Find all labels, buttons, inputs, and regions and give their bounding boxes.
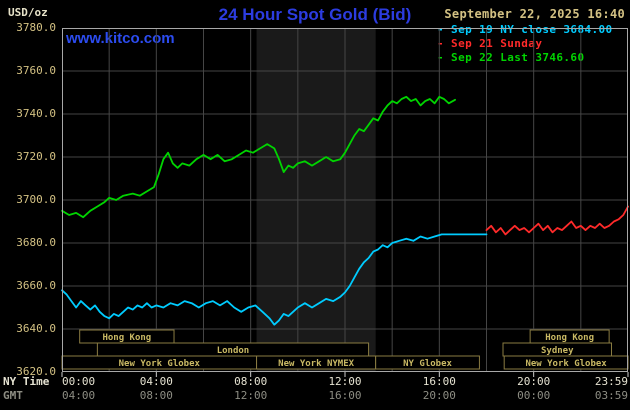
x-axis-ny-label: 04:00 (139, 375, 173, 388)
session-label: Hong Kong (545, 333, 594, 343)
y-axis-label: 3740.0 (16, 107, 56, 120)
x-axis-ny-label: 12:00 (328, 375, 362, 388)
plot-area: Hong Kong Hong Kong London Sydney New York G… (61, 28, 629, 377)
gmt-caption: GMT (3, 389, 23, 402)
y-axis-label: 3780.0 (16, 21, 56, 34)
session-label: London (217, 346, 250, 356)
x-axis-gmt-label: 20:00 (422, 389, 456, 402)
units-label: USD/oz (8, 6, 48, 19)
x-axis-gmt-label: 12:00 (234, 389, 268, 402)
session-label: New York Globex (119, 359, 201, 369)
x-axis-ny-label: 16:00 (422, 375, 456, 388)
x-axis-gmt-labels: 04:00 08:00 12:00 16:00 20:00 00:00 03:59 (0, 389, 630, 402)
x-axis-gmt-label: 08:00 (139, 389, 173, 402)
plot-border (62, 28, 628, 372)
y-axis-label: 3700.0 (16, 193, 56, 206)
x-axis-gmt-label: 03:59 (594, 389, 628, 402)
y-axis-label: 3640.0 (16, 322, 56, 335)
kitco-watermark-link[interactable]: www.kitco.com (66, 30, 175, 47)
session-box (375, 355, 480, 370)
x-axis-ny-label: 08:00 (234, 375, 268, 388)
series-sep22 (61, 95, 457, 219)
y-axis-label: 3620.0 (16, 365, 56, 378)
session-label: NY Globex (403, 359, 452, 369)
legend-item: - Sep 22 Last 3746.60 (437, 51, 585, 64)
y-axis-label: 3680.0 (16, 236, 56, 249)
session-label: Hong Kong (102, 333, 151, 343)
chart-title: 24 Hour Spot Gold (Bid) (218, 5, 412, 24)
ny-time-caption: NY Time (3, 375, 50, 388)
legend-item: - Sep 21 Sunday (437, 37, 543, 50)
x-axis-gmt-label: 04:00 (62, 389, 96, 402)
legend-item: - Sep 19 NY close 3684.00 (437, 23, 613, 36)
x-axis-gmt-label: 00:00 (517, 389, 551, 402)
x-axis-gmt-label: 16:00 (328, 389, 362, 402)
series-sep21 (485, 205, 629, 236)
legend: - Sep 19 NY close 3684.00- Sep 21 Sunday… (437, 23, 613, 65)
x-axis-ny-label: 23:59 (594, 375, 628, 388)
x-axis-ny-label: 00:00 (62, 375, 96, 388)
y-axis-label: 3760.0 (16, 64, 56, 77)
session-label: New York Globex (525, 359, 607, 369)
x-axis-ny-labels: 00:00 04:00 08:00 12:00 16:00 20:00 23:59 (0, 375, 630, 388)
datetime-label: September 22, 2025 16:40 (444, 7, 625, 21)
series-sep19 (61, 233, 488, 326)
y-axis-label: 3720.0 (16, 150, 56, 163)
session-label: Sydney (541, 346, 574, 356)
y-axis-label: 3660.0 (16, 279, 56, 292)
x-axis-ny-label: 20:00 (517, 375, 551, 388)
session-label: New York NYMEX (278, 359, 354, 369)
